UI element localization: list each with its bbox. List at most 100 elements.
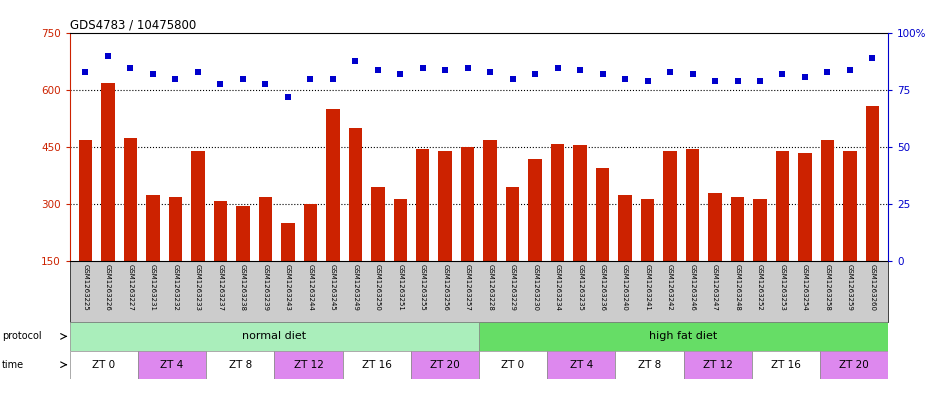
Point: [752, 78, 767, 84]
Point: [573, 67, 588, 73]
Point: [730, 78, 745, 84]
Point: [843, 67, 857, 73]
Text: ■: ■: [70, 392, 82, 393]
Bar: [484, 140, 497, 261]
Point: [460, 64, 475, 71]
Point: [595, 71, 610, 77]
Bar: [461, 147, 474, 261]
Bar: [259, 197, 272, 261]
Bar: [411, 351, 479, 379]
Bar: [236, 206, 249, 261]
Text: ZT 16: ZT 16: [362, 360, 392, 370]
Text: time: time: [2, 360, 24, 370]
Point: [798, 73, 813, 80]
Bar: [641, 198, 655, 261]
Bar: [342, 351, 411, 379]
Text: protocol: protocol: [2, 331, 42, 342]
Point: [168, 76, 183, 82]
Point: [505, 76, 520, 82]
Point: [100, 53, 115, 59]
Bar: [124, 138, 138, 261]
Bar: [551, 143, 565, 261]
Bar: [866, 106, 879, 261]
Bar: [303, 204, 317, 261]
Bar: [685, 149, 699, 261]
Bar: [820, 351, 888, 379]
Bar: [281, 223, 295, 261]
Point: [258, 81, 272, 87]
Bar: [596, 168, 609, 261]
Text: high fat diet: high fat diet: [649, 331, 718, 342]
Bar: [371, 187, 384, 261]
Point: [640, 78, 655, 84]
Point: [551, 64, 565, 71]
Point: [416, 64, 431, 71]
Bar: [479, 322, 888, 351]
Bar: [506, 187, 520, 261]
Point: [527, 71, 542, 77]
Bar: [146, 195, 160, 261]
Point: [438, 67, 453, 73]
Bar: [349, 129, 362, 261]
Text: ZT 12: ZT 12: [294, 360, 324, 370]
Bar: [438, 151, 452, 261]
Bar: [79, 140, 92, 261]
Bar: [70, 322, 479, 351]
Bar: [138, 351, 206, 379]
Bar: [663, 151, 677, 261]
Point: [123, 64, 138, 71]
Bar: [616, 351, 684, 379]
Text: ZT 4: ZT 4: [160, 360, 183, 370]
Text: ZT 8: ZT 8: [638, 360, 661, 370]
Point: [303, 76, 318, 82]
Text: ZT 0: ZT 0: [501, 360, 525, 370]
Bar: [101, 83, 114, 261]
Point: [370, 67, 385, 73]
Bar: [168, 197, 182, 261]
Text: ZT 12: ZT 12: [703, 360, 733, 370]
Point: [235, 76, 250, 82]
Bar: [479, 351, 547, 379]
Bar: [753, 198, 766, 261]
Point: [348, 58, 363, 64]
Point: [685, 71, 700, 77]
Point: [191, 69, 206, 75]
Point: [820, 69, 835, 75]
Text: ZT 20: ZT 20: [430, 360, 459, 370]
Bar: [393, 198, 407, 261]
Point: [213, 81, 228, 87]
Bar: [206, 351, 274, 379]
Text: ZT 16: ZT 16: [771, 360, 801, 370]
Bar: [416, 149, 430, 261]
Bar: [798, 153, 812, 261]
Bar: [844, 151, 857, 261]
Bar: [192, 151, 205, 261]
Point: [145, 71, 160, 77]
Bar: [214, 200, 227, 261]
Point: [78, 69, 93, 75]
Bar: [326, 109, 339, 261]
Text: ZT 20: ZT 20: [839, 360, 869, 370]
Point: [865, 55, 880, 62]
Text: normal diet: normal diet: [243, 331, 306, 342]
Point: [662, 69, 677, 75]
Bar: [820, 140, 834, 261]
Bar: [574, 145, 587, 261]
Bar: [731, 197, 744, 261]
Text: ZT 8: ZT 8: [229, 360, 252, 370]
Text: ZT 4: ZT 4: [569, 360, 592, 370]
Bar: [751, 351, 820, 379]
Point: [708, 78, 723, 84]
Bar: [528, 159, 542, 261]
Bar: [274, 351, 342, 379]
Point: [326, 76, 340, 82]
Bar: [70, 351, 138, 379]
Bar: [776, 151, 790, 261]
Point: [775, 71, 790, 77]
Text: GDS4783 / 10475800: GDS4783 / 10475800: [70, 18, 196, 31]
Point: [618, 76, 632, 82]
Bar: [684, 351, 751, 379]
Bar: [709, 193, 722, 261]
Point: [392, 71, 407, 77]
Bar: [618, 195, 631, 261]
